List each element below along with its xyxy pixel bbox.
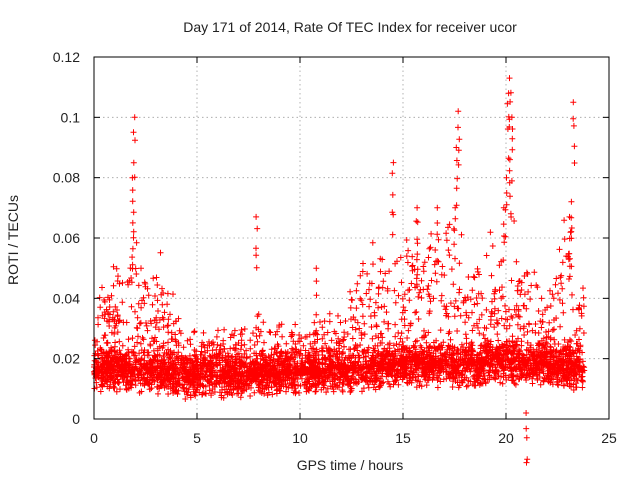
x-tick-label: 15 (395, 430, 411, 446)
y-tick-label: 0.04 (53, 290, 80, 306)
y-tick-labels: 0 0.02 0.04 0.06 0.08 0.1 0.12 (53, 49, 80, 427)
x-tick-label: 5 (193, 430, 201, 446)
chart-title: Day 171 of 2014, Rate Of TEC Index for r… (183, 19, 517, 35)
y-tick-label: 0.08 (53, 170, 80, 186)
x-tick-label: 25 (601, 430, 617, 446)
y-tick-label: 0.12 (53, 49, 80, 65)
x-tick-label: 10 (292, 430, 308, 446)
ticks-layer (93, 56, 610, 420)
x-tick-label: 20 (498, 430, 514, 446)
y-tick-label: 0.06 (53, 230, 80, 246)
y-tick-label: 0.02 (53, 351, 80, 367)
y-tick-label: 0 (72, 411, 80, 427)
roti-point-markers (91, 75, 588, 466)
x-axis-label: GPS time / hours (297, 457, 404, 473)
y-axis-label: ROTI / TECUs (5, 195, 21, 285)
x-tick-label: 0 (90, 430, 98, 446)
x-tick-labels: 0 5 10 15 20 25 (90, 430, 617, 446)
data-points (91, 75, 588, 466)
y-tick-label: 0.1 (61, 109, 81, 125)
